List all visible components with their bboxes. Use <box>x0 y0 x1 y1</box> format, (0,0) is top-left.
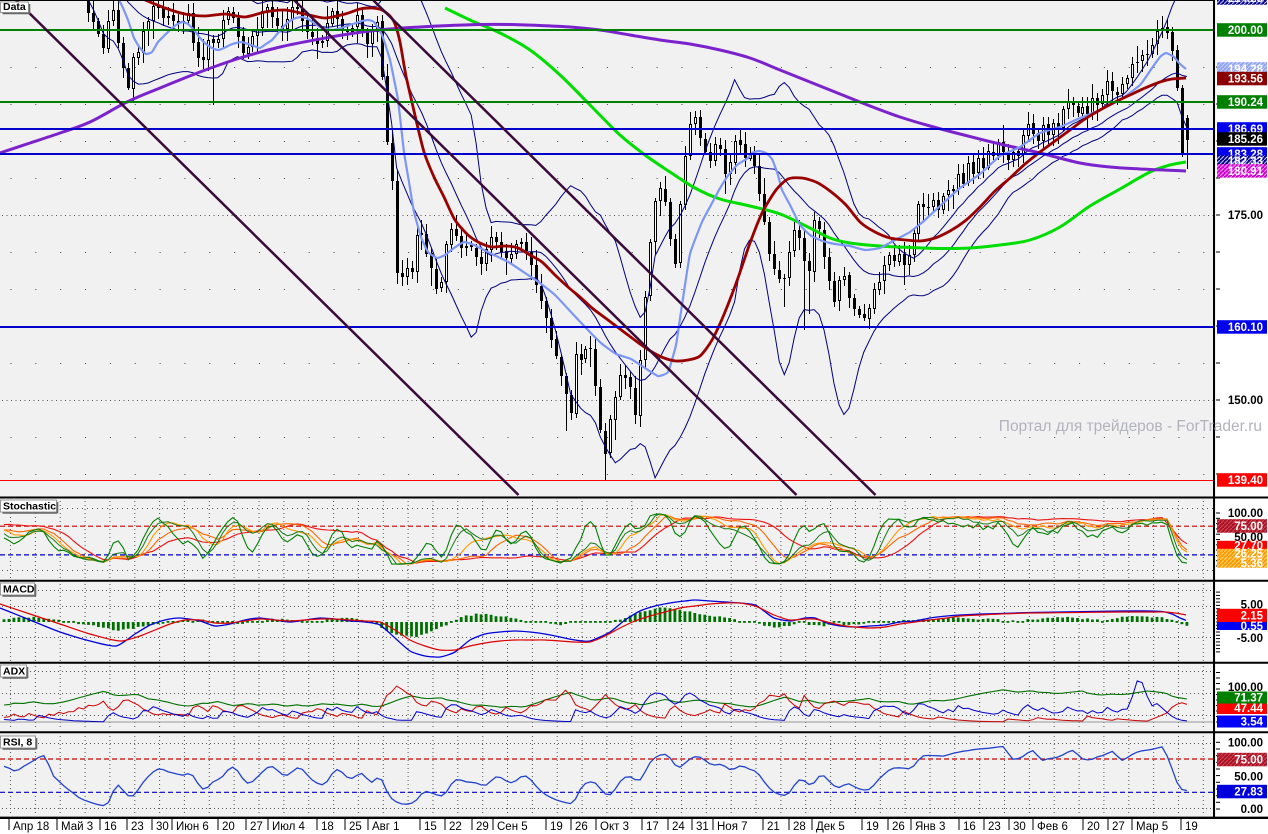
svg-text:28: 28 <box>793 821 806 833</box>
svg-text:20: 20 <box>222 821 235 833</box>
svg-text:25: 25 <box>349 821 362 833</box>
svg-text:20: 20 <box>1087 821 1100 833</box>
svg-text:5.36: 5.36 <box>1241 558 1263 570</box>
svg-text:27: 27 <box>1112 821 1125 833</box>
svg-text:75.00: 75.00 <box>1234 755 1263 767</box>
svg-text:180.91: 180.91 <box>1228 166 1264 178</box>
svg-text:24: 24 <box>672 821 685 833</box>
svg-text:21: 21 <box>767 821 780 833</box>
svg-text:MACD: MACD <box>3 584 35 596</box>
svg-text:214.28: 214.28 <box>1228 0 1264 5</box>
svg-text:Май 3: Май 3 <box>61 821 93 833</box>
svg-text:2.15: 2.15 <box>1241 611 1264 623</box>
svg-text:23: 23 <box>131 821 144 833</box>
svg-text:Ноя 7: Ноя 7 <box>717 821 748 833</box>
svg-text:100.00: 100.00 <box>1228 682 1263 694</box>
svg-text:26: 26 <box>892 821 905 833</box>
svg-text:Янв 3: Янв 3 <box>915 821 945 833</box>
svg-text:0.00: 0.00 <box>1241 804 1263 816</box>
svg-text:Мар 5: Мар 5 <box>1136 821 1168 833</box>
svg-text:27.83: 27.83 <box>1234 787 1263 799</box>
svg-text:16: 16 <box>104 821 117 833</box>
svg-text:RSI, 8: RSI, 8 <box>3 737 32 749</box>
svg-text:50.00: 50.00 <box>1234 772 1263 784</box>
svg-text:17: 17 <box>646 821 659 833</box>
svg-text:27: 27 <box>250 821 263 833</box>
svg-text:Data: Data <box>3 1 26 13</box>
svg-text:Окт 3: Окт 3 <box>600 821 629 833</box>
svg-text:18: 18 <box>321 821 334 833</box>
svg-text:Июл 4: Июл 4 <box>272 821 306 833</box>
svg-text:30: 30 <box>1013 821 1026 833</box>
svg-text:22: 22 <box>449 821 462 833</box>
svg-text:Авг 1: Авг 1 <box>372 821 400 833</box>
svg-text:-5.00: -5.00 <box>1237 633 1263 645</box>
svg-text:150.00: 150.00 <box>1228 395 1263 407</box>
svg-text:15: 15 <box>424 821 437 833</box>
svg-text:100.00: 100.00 <box>1228 738 1263 750</box>
svg-text:3.54: 3.54 <box>1241 717 1264 729</box>
svg-text:Сен 5: Сен 5 <box>497 821 528 833</box>
svg-text:71.37: 71.37 <box>1234 693 1263 705</box>
svg-text:ADX: ADX <box>3 666 25 678</box>
svg-text:23: 23 <box>988 821 1001 833</box>
svg-text:5.00: 5.00 <box>1241 600 1263 612</box>
svg-text:29: 29 <box>476 821 489 833</box>
svg-text:175.00: 175.00 <box>1228 210 1263 222</box>
svg-text:47.44: 47.44 <box>1234 703 1263 715</box>
svg-text:19: 19 <box>1185 821 1198 833</box>
svg-text:0.55: 0.55 <box>1241 621 1264 633</box>
svg-text:26.25: 26.25 <box>1234 549 1263 561</box>
svg-text:26: 26 <box>575 821 588 833</box>
svg-text:Апр 18: Апр 18 <box>13 821 49 833</box>
svg-text:160.10: 160.10 <box>1228 322 1263 334</box>
svg-text:193.56: 193.56 <box>1228 74 1263 86</box>
svg-text:139.40: 139.40 <box>1228 475 1263 487</box>
svg-text:19: 19 <box>866 821 879 833</box>
svg-text:100.00: 100.00 <box>1228 508 1263 520</box>
svg-text:190.24: 190.24 <box>1228 97 1264 109</box>
svg-text:Фев 6: Фев 6 <box>1037 821 1068 833</box>
svg-text:75.00: 75.00 <box>1234 521 1263 533</box>
svg-text:16: 16 <box>963 821 976 833</box>
svg-text:Stochastic: Stochastic <box>3 501 56 513</box>
svg-text:31: 31 <box>696 821 709 833</box>
svg-text:30: 30 <box>156 821 169 833</box>
svg-text:185.26: 185.26 <box>1228 134 1263 146</box>
svg-text:Июн 6: Июн 6 <box>176 821 209 833</box>
svg-text:Портал для трейдеров - ForTrad: Портал для трейдеров - ForTrader.ru <box>999 418 1262 435</box>
svg-text:200.00: 200.00 <box>1228 25 1263 37</box>
svg-text:19: 19 <box>550 821 563 833</box>
svg-text:Дек 5: Дек 5 <box>816 821 845 833</box>
